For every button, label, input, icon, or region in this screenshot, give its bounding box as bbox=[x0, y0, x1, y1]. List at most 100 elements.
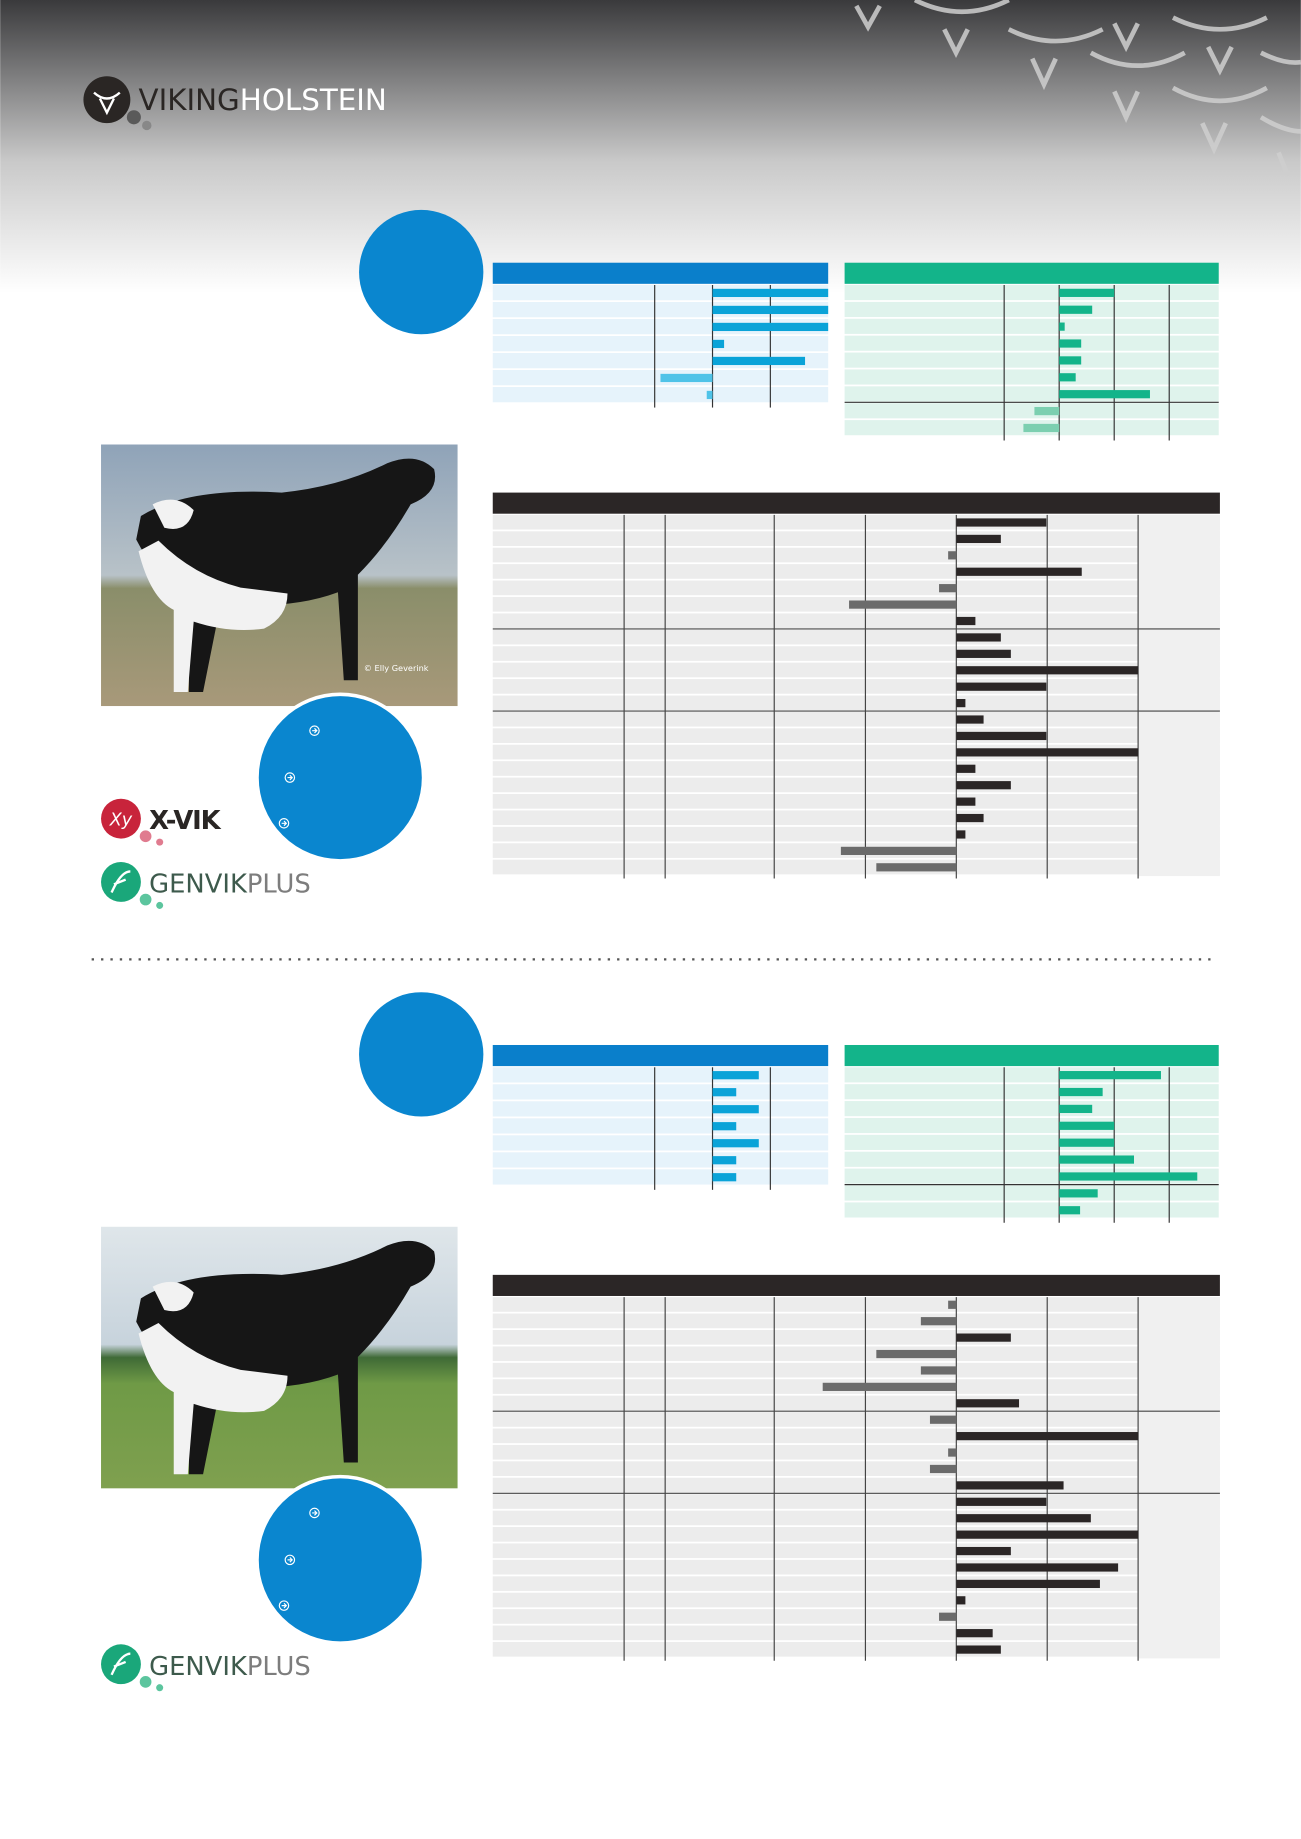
bar bbox=[956, 731, 1047, 741]
bar bbox=[1023, 423, 1060, 433]
row-stripe bbox=[492, 810, 1220, 826]
bar bbox=[956, 518, 1047, 527]
bar bbox=[1059, 1104, 1093, 1114]
row-stripe bbox=[492, 1118, 829, 1134]
bar bbox=[1059, 322, 1065, 331]
chart bbox=[844, 1044, 1219, 1223]
row-stripe bbox=[492, 679, 1220, 694]
row-stripe bbox=[844, 1134, 1219, 1150]
header-pattern bbox=[854, 0, 1301, 177]
bar bbox=[712, 1122, 737, 1131]
info-icon bbox=[278, 1600, 290, 1611]
genvik-dot bbox=[156, 1684, 164, 1692]
chart-header bbox=[492, 1044, 829, 1067]
row-stripe bbox=[844, 1084, 1219, 1100]
bar bbox=[948, 1300, 957, 1309]
bar bbox=[956, 748, 1139, 757]
genvik-dot bbox=[139, 893, 152, 906]
info-icon-arrow bbox=[312, 1510, 318, 1516]
bar bbox=[706, 390, 713, 400]
bar bbox=[712, 1139, 759, 1148]
row-stripe bbox=[492, 387, 829, 403]
row-stripe bbox=[492, 1135, 829, 1151]
row-stripe bbox=[492, 1444, 1220, 1460]
bar bbox=[712, 305, 829, 315]
row-stripe bbox=[492, 1152, 829, 1168]
bar bbox=[1059, 356, 1082, 365]
chart bbox=[844, 262, 1219, 441]
bar bbox=[956, 633, 1001, 642]
row-stripe bbox=[844, 386, 1219, 402]
bar bbox=[1059, 1172, 1198, 1181]
row-stripe bbox=[492, 695, 1220, 711]
bar bbox=[956, 1481, 1064, 1490]
row-stripe bbox=[492, 1592, 1220, 1608]
bar bbox=[956, 1399, 1020, 1408]
genvik-dot bbox=[139, 1675, 152, 1688]
bar bbox=[948, 1448, 957, 1457]
bar bbox=[712, 1088, 737, 1097]
bar bbox=[712, 1071, 759, 1080]
bar bbox=[956, 1432, 1139, 1441]
genvik-name-1: GENVIK bbox=[149, 1652, 248, 1682]
row-stripe bbox=[844, 301, 1219, 318]
bar bbox=[1059, 1155, 1135, 1164]
chart-header bbox=[492, 492, 1220, 514]
bar bbox=[920, 1366, 957, 1375]
bar bbox=[1059, 305, 1093, 314]
row-stripe bbox=[844, 1117, 1219, 1134]
row-stripe bbox=[492, 1477, 1220, 1493]
bar bbox=[712, 339, 725, 349]
row-stripe bbox=[844, 1067, 1219, 1083]
row-stripe bbox=[492, 564, 1220, 579]
row-stripe bbox=[492, 1297, 1220, 1312]
bar bbox=[1059, 1138, 1115, 1147]
bar bbox=[956, 1333, 1011, 1342]
bull-block: © Elly Geverink Xy X-VIK GENVIKPLUS bbox=[101, 209, 1220, 909]
bar bbox=[840, 846, 957, 855]
bar bbox=[939, 1612, 957, 1621]
logo-horns bbox=[93, 91, 121, 116]
chart-header bbox=[492, 1274, 1220, 1296]
row-stripe bbox=[844, 1185, 1219, 1201]
xvik-mark: Xy bbox=[109, 811, 133, 831]
badge-circle bbox=[359, 992, 484, 1117]
row-stripe bbox=[492, 777, 1220, 793]
info-icon-arrow bbox=[287, 1557, 294, 1563]
row-stripe bbox=[492, 547, 1220, 563]
bar bbox=[712, 1105, 759, 1114]
genvik-name-1: GENVIK bbox=[149, 870, 248, 900]
bar bbox=[956, 1645, 1001, 1654]
chart bbox=[492, 1044, 829, 1190]
bar bbox=[956, 1514, 1091, 1523]
bar bbox=[956, 534, 1001, 544]
bar bbox=[956, 666, 1139, 675]
genvik-helix bbox=[110, 870, 131, 894]
row-stripe bbox=[492, 580, 1220, 596]
info-icon bbox=[309, 1507, 320, 1519]
logo: VIKINGHOLSTEIN bbox=[83, 76, 387, 131]
row-stripe bbox=[492, 531, 1220, 546]
bar bbox=[956, 649, 1011, 658]
genvik-name-2: PLUS bbox=[247, 1652, 311, 1682]
row-stripe bbox=[492, 646, 1220, 661]
bar bbox=[956, 1497, 1047, 1506]
photo bbox=[101, 1226, 458, 1489]
bar bbox=[956, 1546, 1011, 1556]
chart-header bbox=[492, 262, 829, 284]
row-stripe bbox=[844, 284, 1219, 301]
row-stripe bbox=[844, 369, 1219, 385]
bar bbox=[956, 813, 984, 823]
logo-dot bbox=[142, 120, 152, 131]
bar bbox=[1059, 1071, 1161, 1080]
row-stripe bbox=[492, 1395, 1220, 1411]
row-stripe bbox=[492, 1510, 1220, 1526]
row-stripe bbox=[492, 613, 1220, 629]
row-stripe bbox=[492, 514, 1220, 530]
bar bbox=[956, 715, 984, 724]
photo-credit: © Elly Geverink bbox=[364, 663, 429, 673]
bar bbox=[939, 584, 957, 593]
info-icon-arrow bbox=[312, 727, 318, 734]
header-background bbox=[0, 0, 1301, 294]
